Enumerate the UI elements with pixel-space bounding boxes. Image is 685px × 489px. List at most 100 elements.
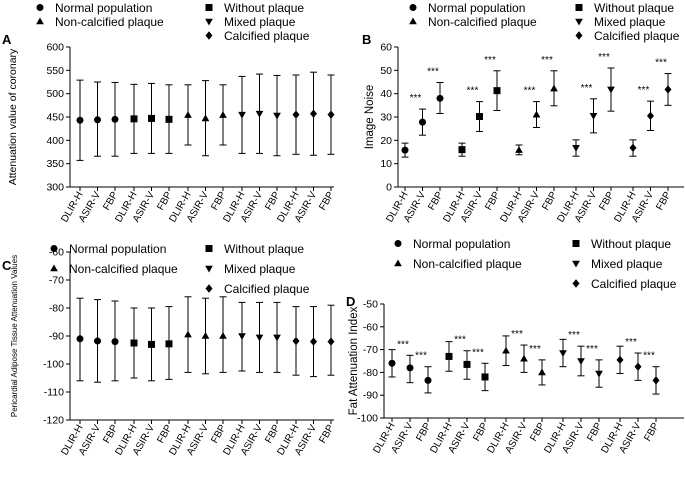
y-tick-label: -60 [363,321,378,333]
data-point [652,376,660,385]
significance-label: *** [410,93,422,104]
significance-label: *** [625,337,637,348]
legend-marker-square [205,4,213,11]
data-point [388,359,396,367]
legend-marker-triangle-down [205,265,213,273]
data-point [458,146,466,154]
x-tick-label: FBP [101,423,120,446]
data-point [94,116,101,124]
legend-label: Without plaque [224,1,304,15]
legend-label: Without plaque [224,242,304,256]
panel-letter: B [362,32,371,47]
data-point [572,145,580,152]
significance-label: *** [643,351,655,362]
legend-label: Calcified plaque [224,282,310,296]
legend-item: Calcified plaque [205,282,310,296]
legend-item: Calcified plaque [575,29,680,43]
data-point [255,334,264,342]
y-tick-label: 600 [46,42,64,54]
significance-label: *** [524,86,536,97]
y-tick-label: 30 [380,112,392,124]
x-tick-label: FBP [426,190,445,213]
data-point [201,114,210,122]
chart-panel-d: D Normal population Non-calcified plaque Wi… [346,237,684,455]
data-point [327,337,335,346]
y-tick-label: -60 [49,247,64,259]
legend-item: Non-calcified plaque [36,15,164,29]
data-point [520,354,528,362]
data-point [647,111,654,121]
legend-label: Non-calcified plaque [55,15,164,29]
data-point [406,364,414,372]
data-point [436,94,444,102]
legend-item: Without plaque [572,237,671,251]
data-point [292,336,300,346]
data-point [607,86,615,94]
legend-label: Normal population [428,1,525,15]
y-tick-label: 50 [380,65,392,77]
data-point [219,111,227,118]
legend-marker-circle [409,4,417,11]
significance-label: *** [529,344,541,355]
legend-marker-diamond [575,31,583,40]
legend-label: Mixed plaque [224,15,296,29]
y-tick-label: -110 [44,387,64,399]
y-tick-label: 500 [46,88,64,100]
legend-marker-circle [394,240,402,247]
panel-letter: D [346,294,355,309]
y-tick-label: -100 [357,413,378,425]
legend-marker-circle [50,245,58,252]
y-tick-label: -70 [363,344,378,356]
y-tick-label: -50 [363,299,378,311]
x-tick-label: FBP [540,190,559,213]
data-point [476,113,483,121]
data-point [130,339,138,347]
data-point [401,146,409,154]
y-tick-label: -70 [49,275,64,287]
data-point [310,109,317,118]
legend-label: Calcified plaque [224,29,310,43]
legend-marker-triangle-up [409,17,417,25]
x-tick-label: FBP [263,190,282,213]
data-point [148,114,155,122]
panel-letter: A [2,32,12,47]
legend-item: Normal population [36,1,152,15]
significance-label: *** [638,85,650,96]
legend-label: Normal population [55,1,152,15]
data-point [559,350,567,358]
x-tick-label: FBP [471,421,490,444]
significance-label: *** [427,66,439,77]
data-point [419,118,426,126]
legend-item: Without plaque [205,242,304,256]
x-tick-label: FBP [414,421,433,444]
data-point [550,84,558,92]
data-point [255,110,264,118]
data-point [538,368,546,376]
legend-label: Mixed plaque [224,262,296,276]
legend-item: Normal population [409,1,525,15]
y-tick-label: 300 [46,182,64,194]
x-tick-label: FBP [263,423,282,446]
y-tick-label: -80 [363,367,378,379]
legend-marker-circle [36,4,44,11]
y-axis-label: Attenuation value of coronary [7,48,19,185]
x-tick-label: FBP [209,423,228,446]
legend-label: Without plaque [594,1,674,15]
x-tick-label: FBP [101,190,120,213]
legend-marker-square [572,240,580,247]
legend-label: Mixed plaque [591,257,663,271]
legend-marker-triangle-down [572,260,580,268]
data-point [111,338,119,346]
legend-label: Non-calcified plaque [69,262,178,276]
x-tick-label: FBP [209,190,228,213]
legend-item: Calcified plaque [205,29,310,43]
data-point [532,110,541,118]
y-tick-label: -120 [43,415,64,427]
